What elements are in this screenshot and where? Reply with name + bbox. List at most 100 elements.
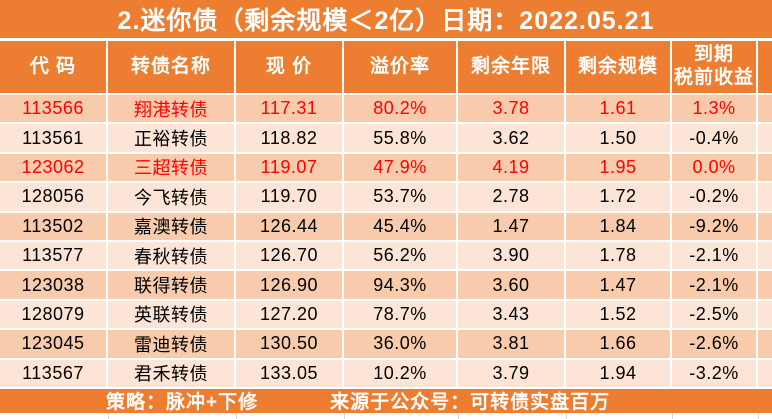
current-price-cell: 133.05 bbox=[236, 359, 342, 387]
premium-rate-cell: 55.8% bbox=[344, 124, 456, 152]
footer-bar: 策略：脉冲+下修 来源于公众号：可转债实盘百万 bbox=[0, 388, 772, 414]
column-tick bbox=[566, 412, 672, 419]
column-tick bbox=[0, 413, 108, 419]
col-header-premium: 溢价率 bbox=[344, 41, 456, 93]
premium-rate-cell: 36.0% bbox=[344, 330, 456, 358]
years-remaining-cell: 1.47 bbox=[458, 212, 564, 240]
premium-rate-cell: 56.2% bbox=[344, 241, 456, 270]
pretax-yield-cell: -3.2% bbox=[672, 359, 756, 387]
col-header-spacer bbox=[758, 41, 772, 93]
current-price-cell: 130.50 bbox=[236, 330, 342, 358]
bottom-gridline-strip bbox=[0, 412, 772, 419]
bond-name-cell: 君禾转债 bbox=[108, 359, 234, 387]
bond-code-cell: 113566 bbox=[0, 95, 106, 123]
col-header-name: 转债名称 bbox=[108, 41, 234, 93]
bond-code-cell: 123045 bbox=[0, 330, 106, 358]
premium-rate-cell: 78.7% bbox=[344, 300, 456, 329]
row-spacer-cell bbox=[758, 95, 772, 123]
strategy-label: 策略：脉冲+下修 bbox=[106, 392, 259, 414]
col-header-years: 剩余年限 bbox=[458, 41, 564, 93]
years-remaining-cell: 3.90 bbox=[458, 241, 564, 270]
bond-code-cell: 113561 bbox=[0, 124, 106, 152]
current-price-cell: 119.07 bbox=[236, 153, 342, 182]
current-price-cell: 126.90 bbox=[236, 271, 342, 299]
col-header-price: 现 价 bbox=[236, 41, 342, 93]
column-tick bbox=[344, 412, 458, 419]
col-header-size: 剩余规模 bbox=[566, 41, 670, 93]
years-remaining-cell: 3.60 bbox=[458, 271, 564, 299]
column-tick bbox=[458, 412, 566, 419]
years-remaining-cell: 3.79 bbox=[458, 359, 564, 387]
years-remaining-cell: 3.78 bbox=[458, 95, 564, 123]
row-spacer-cell bbox=[758, 359, 772, 387]
premium-rate-cell: 94.3% bbox=[344, 271, 456, 299]
row-spacer-cell bbox=[758, 124, 772, 152]
pretax-yield-cell: -2.1% bbox=[672, 271, 756, 299]
bond-name-cell: 联得转债 bbox=[108, 271, 234, 299]
years-remaining-cell: 2.78 bbox=[458, 183, 564, 211]
column-tick bbox=[758, 412, 772, 419]
remaining-size-cell: 1.52 bbox=[566, 300, 670, 329]
bond-table: 代 码 转债名称 现 价 溢价率 剩余年限 剩余规模 到期 税前收益 11356… bbox=[0, 41, 772, 387]
row-spacer-cell bbox=[758, 300, 772, 329]
bond-name-cell: 雷迪转债 bbox=[108, 330, 234, 358]
remaining-size-cell: 1.50 bbox=[566, 124, 670, 152]
pretax-yield-cell: -2.1% bbox=[672, 241, 756, 270]
premium-rate-cell: 10.2% bbox=[344, 359, 456, 387]
bond-code-cell: 123062 bbox=[0, 153, 106, 182]
current-price-cell: 119.70 bbox=[236, 183, 342, 211]
row-spacer-cell bbox=[758, 241, 772, 270]
current-price-cell: 127.20 bbox=[236, 300, 342, 329]
bond-name-cell: 嘉澳转债 bbox=[108, 212, 234, 240]
current-price-cell: 126.70 bbox=[236, 241, 342, 270]
pretax-yield-cell: 1.3% bbox=[672, 95, 756, 123]
years-remaining-cell: 3.62 bbox=[458, 124, 564, 152]
row-spacer-cell bbox=[758, 212, 772, 240]
bond-code-cell: 128056 bbox=[0, 183, 106, 211]
row-spacer-cell bbox=[758, 330, 772, 358]
row-spacer-cell bbox=[758, 183, 772, 211]
column-tick bbox=[672, 412, 758, 419]
bond-name-cell: 英联转债 bbox=[108, 300, 234, 329]
current-price-cell: 117.31 bbox=[236, 95, 342, 123]
current-price-cell: 126.44 bbox=[236, 212, 342, 240]
bond-name-cell: 三超转债 bbox=[108, 153, 234, 182]
premium-rate-cell: 53.7% bbox=[344, 183, 456, 211]
bond-code-cell: 113567 bbox=[0, 359, 106, 387]
remaining-size-cell: 1.94 bbox=[566, 359, 670, 387]
remaining-size-cell: 1.47 bbox=[566, 271, 670, 299]
remaining-size-cell: 1.84 bbox=[566, 212, 670, 240]
premium-rate-cell: 80.2% bbox=[344, 95, 456, 123]
bond-code-cell: 128079 bbox=[0, 300, 106, 329]
years-remaining-cell: 4.19 bbox=[458, 153, 564, 182]
pretax-yield-cell: -0.2% bbox=[672, 183, 756, 211]
bond-name-cell: 今飞转债 bbox=[108, 183, 234, 211]
source-label: 来源于公众号：可转债实盘百万 bbox=[330, 392, 611, 414]
pretax-yield-cell: -2.6% bbox=[672, 330, 756, 358]
bond-name-cell: 正裕转债 bbox=[108, 124, 234, 152]
bond-name-cell: 春秋转债 bbox=[108, 241, 234, 270]
remaining-size-cell: 1.72 bbox=[566, 183, 670, 211]
remaining-size-cell: 1.61 bbox=[566, 95, 670, 123]
row-spacer-cell bbox=[758, 271, 772, 299]
row-spacer-cell bbox=[758, 153, 772, 182]
col-header-yield: 到期 税前收益 bbox=[672, 41, 756, 93]
column-tick bbox=[236, 412, 344, 419]
premium-rate-cell: 47.9% bbox=[344, 153, 456, 182]
bond-code-cell: 113502 bbox=[0, 212, 106, 240]
page-title: 2.迷你债（剩余规模＜2亿）日期：2022.05.21 bbox=[0, 0, 772, 38]
bond-code-cell: 123038 bbox=[0, 271, 106, 299]
remaining-size-cell: 1.95 bbox=[566, 153, 670, 182]
pretax-yield-cell: -0.4% bbox=[672, 124, 756, 152]
remaining-size-cell: 1.78 bbox=[566, 241, 670, 270]
bond-code-cell: 113577 bbox=[0, 241, 106, 270]
years-remaining-cell: 3.43 bbox=[458, 300, 564, 329]
col-header-code: 代 码 bbox=[0, 41, 106, 93]
pretax-yield-cell: -9.2% bbox=[672, 212, 756, 240]
remaining-size-cell: 1.66 bbox=[566, 330, 670, 358]
pretax-yield-cell: -2.5% bbox=[672, 300, 756, 329]
premium-rate-cell: 45.4% bbox=[344, 212, 456, 240]
bond-name-cell: 翔港转债 bbox=[108, 95, 234, 123]
current-price-cell: 118.82 bbox=[236, 124, 342, 152]
